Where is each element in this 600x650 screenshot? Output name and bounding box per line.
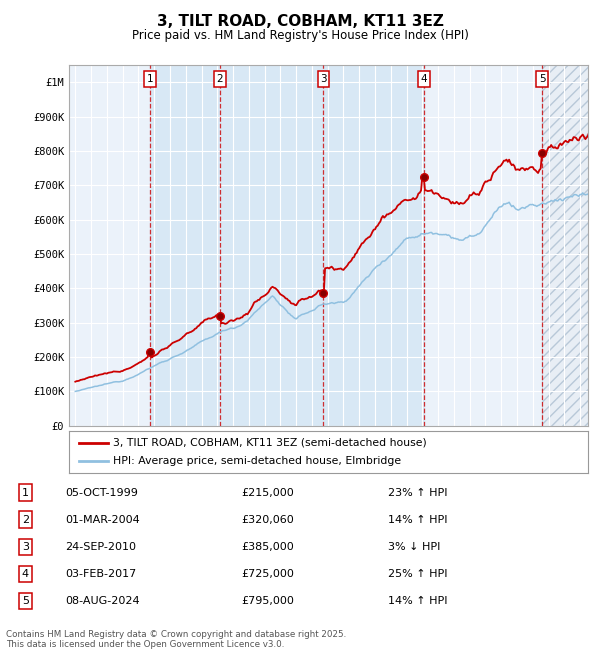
Text: 2: 2 [22,515,29,525]
Text: 5: 5 [539,74,545,84]
Text: 23% ↑ HPI: 23% ↑ HPI [388,488,448,497]
Text: Price paid vs. HM Land Registry's House Price Index (HPI): Price paid vs. HM Land Registry's House … [131,29,469,42]
Text: 14% ↑ HPI: 14% ↑ HPI [388,515,448,525]
Text: 25% ↑ HPI: 25% ↑ HPI [388,569,448,578]
Text: 1: 1 [147,74,154,84]
Text: £385,000: £385,000 [241,541,294,552]
Bar [150,65,424,426]
Text: 4: 4 [421,74,427,84]
Text: 24-SEP-2010: 24-SEP-2010 [65,541,136,552]
Text: 01-MAR-2004: 01-MAR-2004 [65,515,140,525]
Text: 2: 2 [217,74,223,84]
Text: £725,000: £725,000 [241,569,294,578]
Text: 14% ↑ HPI: 14% ↑ HPI [388,596,448,606]
Text: 1: 1 [22,488,29,497]
Text: 3: 3 [22,541,29,552]
Text: 3, TILT ROAD, COBHAM, KT11 3EZ (semi-detached house): 3, TILT ROAD, COBHAM, KT11 3EZ (semi-det… [113,438,427,448]
Text: 03-FEB-2017: 03-FEB-2017 [65,569,136,578]
Text: 4: 4 [22,569,29,578]
Bar [542,65,588,426]
Text: Contains HM Land Registry data © Crown copyright and database right 2025.
This d: Contains HM Land Registry data © Crown c… [6,630,346,649]
Text: £795,000: £795,000 [241,596,294,606]
Text: 5: 5 [22,596,29,606]
Text: 3% ↓ HPI: 3% ↓ HPI [388,541,440,552]
Text: 3, TILT ROAD, COBHAM, KT11 3EZ: 3, TILT ROAD, COBHAM, KT11 3EZ [157,14,443,29]
Text: 05-OCT-1999: 05-OCT-1999 [65,488,137,497]
Text: 08-AUG-2024: 08-AUG-2024 [65,596,139,606]
Bar [542,65,588,426]
Text: £320,060: £320,060 [241,515,294,525]
Text: £215,000: £215,000 [241,488,294,497]
Text: HPI: Average price, semi-detached house, Elmbridge: HPI: Average price, semi-detached house,… [113,456,401,466]
Text: 3: 3 [320,74,327,84]
